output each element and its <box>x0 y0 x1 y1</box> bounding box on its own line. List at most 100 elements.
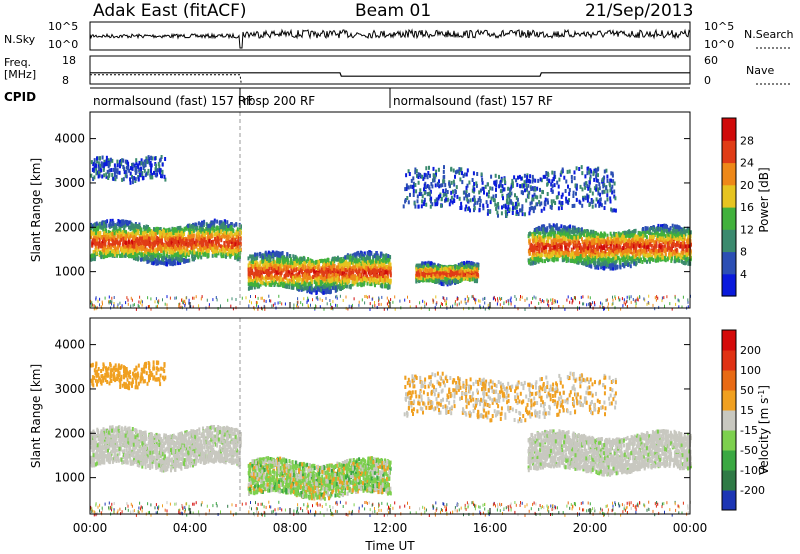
power-speckle <box>394 295 396 299</box>
power-echo-cell <box>183 248 186 253</box>
power-echo-cell <box>174 256 177 260</box>
power-echo-cell <box>117 228 120 233</box>
power-echo-cell <box>164 261 167 266</box>
power-speckle <box>632 298 634 301</box>
power-echo-cell <box>175 237 178 241</box>
power-echo-cell <box>196 251 199 256</box>
power-speckle <box>371 297 373 301</box>
power-echo-cell <box>366 281 369 286</box>
power-echo-cell <box>349 261 351 266</box>
power-echo-cell <box>229 254 232 259</box>
power-echo-cell <box>220 246 223 251</box>
power-speckle <box>468 297 470 301</box>
power-echo-cell <box>315 265 318 270</box>
power-speckle <box>415 305 417 309</box>
power-echo-cell <box>259 282 262 287</box>
power-speckle <box>350 305 352 309</box>
power-echo-cell <box>136 240 139 245</box>
power-echo-cell <box>165 241 168 246</box>
power-speckle <box>440 302 442 306</box>
power-speckle <box>497 299 499 303</box>
power-echo-cell <box>372 267 375 272</box>
power-echo-cell <box>296 261 299 266</box>
power-echo-cell <box>348 276 351 280</box>
power-echo-cell <box>292 268 295 273</box>
power-speckle <box>623 298 625 302</box>
power-echo-cell <box>275 251 278 256</box>
power-echo-cell <box>104 242 107 247</box>
power-speckle <box>460 300 462 304</box>
power-echo-cell <box>216 219 219 224</box>
power-echo-cell <box>211 242 214 247</box>
power-echo-cell <box>326 283 329 288</box>
power-echo-cell <box>280 270 283 275</box>
power-echo-cell <box>173 259 176 264</box>
power-speckle <box>139 295 141 299</box>
power-echo-cell <box>363 270 366 275</box>
power-echo-cell <box>336 267 339 272</box>
power-speckle <box>664 304 665 308</box>
power-echo-cell <box>385 267 388 272</box>
power-speckle <box>499 296 501 300</box>
nsearch-label: N.Search <box>744 28 794 41</box>
power-echo-cell <box>179 250 182 255</box>
power-speckle <box>263 299 265 303</box>
power-echo-cell <box>206 244 209 249</box>
power-echo-cell <box>150 229 153 234</box>
power-echo-cell <box>382 278 385 283</box>
power-echo-cell <box>91 256 94 261</box>
power-echo-cell <box>453 272 456 276</box>
power-speckle <box>510 296 512 300</box>
power-speckle <box>622 304 624 308</box>
power-speckle <box>271 304 273 308</box>
power-speckle <box>178 304 180 308</box>
power-echo-cell <box>345 275 348 280</box>
power-echo-cell <box>295 256 298 261</box>
power-speckle <box>302 303 304 307</box>
power-echo-cell <box>260 269 263 274</box>
power-echo-cell <box>221 224 224 229</box>
power-speckle <box>94 305 96 309</box>
power-echo-cell <box>363 257 366 262</box>
power-echo-cell <box>362 277 365 282</box>
power-echo-cell <box>379 264 382 269</box>
power-echo-cell <box>113 236 116 241</box>
power-speckle <box>621 297 623 301</box>
power-echo-cell <box>383 262 386 267</box>
power-echo-cell <box>157 236 160 241</box>
power-echo-cell <box>119 230 122 235</box>
power-echo-cell <box>380 251 383 256</box>
power-echo-cell <box>226 242 229 247</box>
power-echo-cell <box>153 243 156 248</box>
power-echo-cell <box>140 246 143 251</box>
power-echo-cell <box>328 279 331 284</box>
power-echo-cell <box>290 277 293 282</box>
power-speckle <box>182 300 184 304</box>
power-echo-cell <box>166 244 169 249</box>
power-speckle <box>169 296 171 300</box>
power-speckle <box>424 304 426 308</box>
power-echo-cell <box>304 281 307 286</box>
power-echo-cell <box>196 242 199 247</box>
power-echo-cell <box>136 236 139 241</box>
power-echo-cell <box>282 282 285 287</box>
power-echo-cell <box>303 261 306 266</box>
power-echo-cell <box>150 254 153 259</box>
power-echo-cell <box>116 250 119 255</box>
power-echo-cell <box>165 235 168 240</box>
power-echo-cell <box>360 266 363 271</box>
power-echo-cell <box>125 241 127 245</box>
power-echo-cell <box>325 288 328 293</box>
power-echo-cell <box>353 258 356 263</box>
power-speckle <box>361 298 363 302</box>
power-echo-cell <box>160 253 163 258</box>
power-speckle <box>323 307 325 311</box>
power-echo-cell <box>230 240 233 245</box>
power-speckle <box>227 298 229 302</box>
power-echo-cell <box>143 231 146 236</box>
power-echo-cell <box>134 246 137 251</box>
power-speckle <box>534 305 536 309</box>
power-speckle <box>658 305 660 309</box>
power-echo-cell <box>268 282 271 287</box>
